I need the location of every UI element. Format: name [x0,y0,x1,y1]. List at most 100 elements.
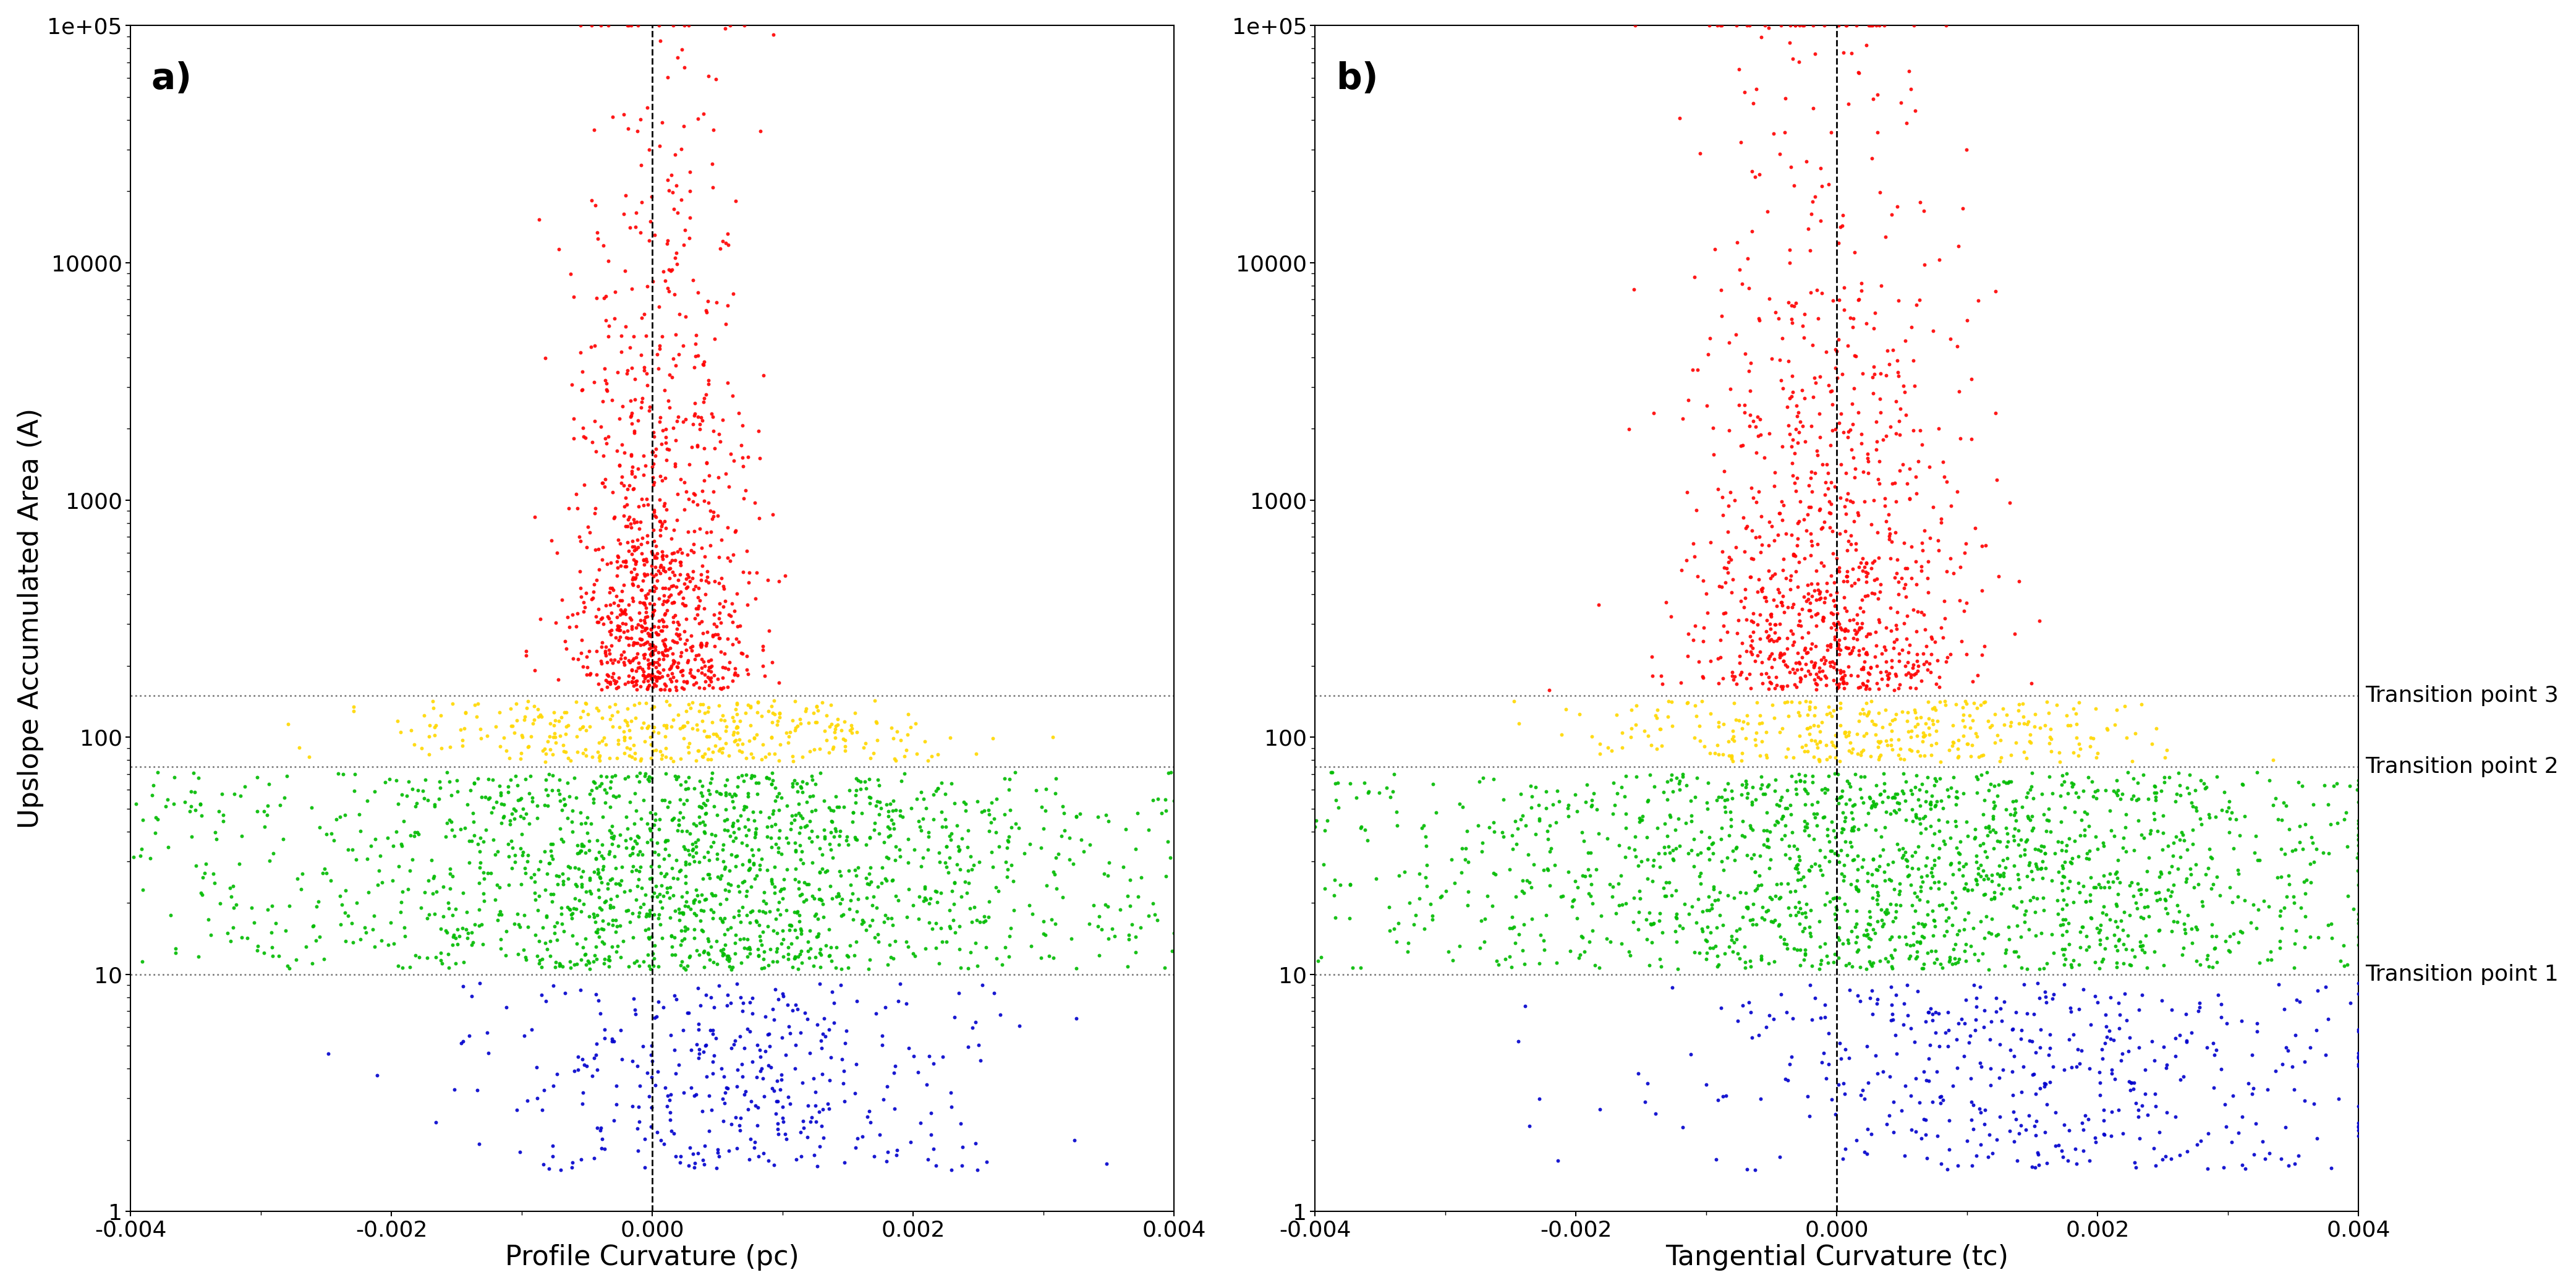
Point [2164,913,2205,934]
Point [1692,417,1734,438]
Point [685,300,726,321]
Point [1909,582,1950,603]
Point [1301,947,1342,967]
Point [1749,672,1790,693]
Point [1772,49,1814,70]
Point [510,765,551,786]
Point [902,890,943,911]
Point [1996,864,2038,885]
Point [1780,653,1821,674]
Point [698,547,739,568]
Point [611,627,652,648]
Point [304,949,345,970]
Point [714,1030,755,1051]
Point [693,724,734,744]
Point [1561,822,1602,842]
Point [1669,791,1710,811]
Point [1860,744,1901,765]
Point [1829,611,1870,631]
Point [1955,1010,1996,1030]
Point [752,951,793,971]
Point [1850,665,1891,685]
Point [2076,877,2117,898]
Point [719,1119,760,1140]
Point [657,254,698,274]
Point [1651,885,1692,905]
Point [636,1122,677,1142]
Point [793,800,835,820]
Point [752,505,793,526]
Point [1633,403,1674,424]
Point [1911,644,1953,665]
Point [592,786,634,806]
Point [515,925,556,945]
Point [1824,871,1865,891]
Point [1973,797,2014,818]
Point [1886,656,1927,676]
Point [544,921,585,942]
Point [1891,784,1932,805]
Point [881,770,922,791]
Point [2007,714,2048,734]
Point [1378,913,1419,934]
Point [1870,621,1911,641]
Point [1906,904,1947,925]
Point [536,613,577,634]
Point [757,952,799,972]
Point [1878,350,1919,371]
Point [1801,158,1842,179]
Point [603,574,644,595]
Point [1558,877,1600,898]
Point [1672,359,1713,380]
Point [325,931,366,952]
Point [1940,921,1981,942]
Point [2009,724,2050,744]
Point [675,672,716,693]
Point [1520,925,1561,945]
Point [835,931,876,952]
Point [1878,833,1919,854]
Point [618,629,659,649]
Point [577,701,618,721]
Point [1953,944,1994,965]
Point [811,714,853,734]
Point [2218,931,2259,952]
Point [623,549,665,569]
Point [757,827,799,848]
Point [1860,733,1901,753]
Point [1064,841,1105,862]
Point [2221,921,2262,942]
Point [2197,766,2239,787]
Point [652,656,693,676]
Point [1695,238,1736,259]
Point [744,882,786,903]
Point [1777,846,1819,867]
Point [2231,1045,2272,1065]
Point [1793,653,1834,674]
Point [716,1139,757,1159]
Point [706,314,747,335]
Point [1749,422,1790,443]
Point [1842,739,1883,760]
Point [623,571,665,591]
Point [574,849,616,869]
Point [1824,300,1865,321]
Point [2074,952,2115,972]
Point [1754,781,1795,801]
Point [1819,764,1860,784]
Point [757,891,799,912]
Point [647,616,688,636]
Point [1801,732,1842,752]
Point [683,823,724,844]
Point [1651,849,1692,869]
Point [711,957,752,978]
Point [1847,958,1888,979]
Point [1502,871,1543,891]
Point [175,800,216,820]
Point [1703,1086,1744,1106]
Point [639,135,680,156]
Point [837,721,878,742]
Point [497,1100,538,1121]
Point [2048,934,2089,954]
Point [644,639,685,659]
